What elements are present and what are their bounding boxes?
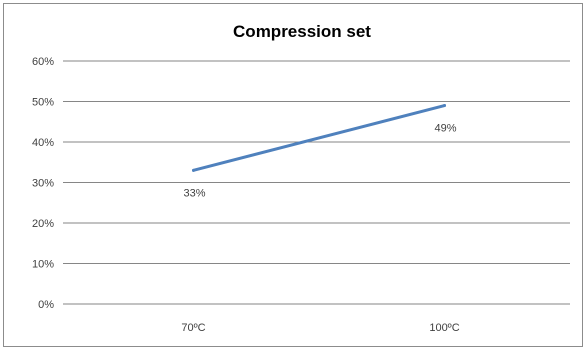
y-tick-label-1: 10%: [32, 259, 54, 271]
series-line-0: [192, 104, 446, 172]
data-point-0-0: [192, 168, 195, 172]
series-lines: [192, 104, 446, 172]
x-tick-label-1: 100ºC: [429, 322, 459, 334]
data-labels: 33% 49%: [183, 123, 456, 200]
y-tick-label-3: 30%: [32, 178, 54, 190]
data-point-0-1: [443, 104, 446, 108]
y-tick-label-6: 60%: [32, 56, 54, 68]
x-axis-tick-labels: 70ºC 100ºC: [181, 322, 459, 334]
x-tick-label-0: 70ºC: [181, 322, 205, 334]
y-tick-label-0: 0%: [38, 299, 54, 311]
gridlines: [63, 60, 570, 305]
y-tick-label-5: 50%: [32, 97, 54, 109]
y-tick-label-4: 40%: [32, 137, 54, 149]
chart-title: Compression set: [233, 22, 371, 41]
y-axis-tick-labels: 0% 10% 20% 30% 40% 50% 60%: [32, 56, 54, 311]
y-tick-label-2: 20%: [32, 218, 54, 230]
data-label-0-1: 49%: [434, 123, 456, 135]
chart-frame: [3, 3, 583, 347]
data-label-0-0: 33%: [183, 187, 205, 199]
